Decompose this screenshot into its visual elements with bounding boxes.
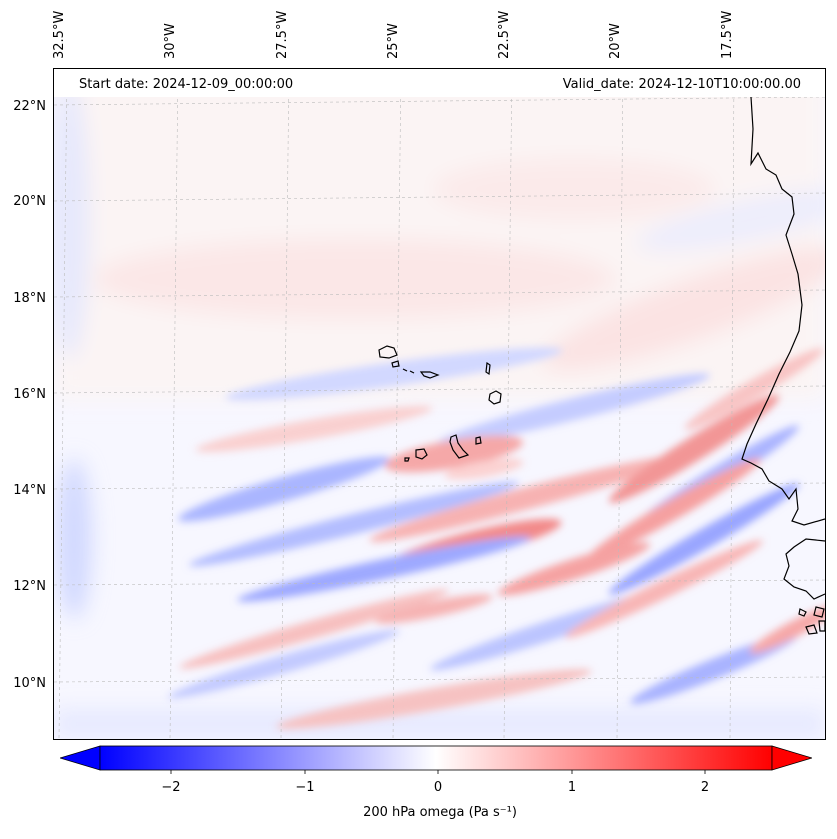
valid-date-label: Valid_date: 2024-12-10T10:00:00.00	[562, 77, 801, 92]
lon-label: 30°W	[163, 23, 178, 59]
colorbar-gradient	[99, 745, 773, 771]
lon-label: 22.5°W	[497, 10, 512, 59]
colorbar-tick-label: 0	[433, 780, 443, 795]
lon-label: 27.5°W	[275, 10, 290, 59]
lat-label: 10°N	[13, 676, 46, 691]
omega-broad-shading	[54, 69, 825, 739]
island-fogo	[415, 448, 428, 460]
lat-label: 18°N	[13, 291, 46, 306]
coastlines	[378, 96, 825, 635]
colorbar	[60, 745, 812, 774]
omega-wave-bands	[168, 347, 825, 729]
map-panel	[53, 68, 826, 740]
island-boa-vista	[488, 390, 502, 405]
lat-label: 12°N	[13, 579, 46, 594]
start-date-label: Start date: 2024-12-09_00:00:00	[79, 77, 294, 92]
lat-label: 20°N	[13, 194, 46, 209]
lon-label: 25°W	[386, 23, 401, 59]
colorbar-tick-label: 2	[700, 780, 710, 795]
colorbar-tick-marks	[170, 770, 706, 774]
lon-label: 17.5°W	[720, 10, 735, 59]
colorbar-label: 200 hPa omega (Pa s⁻¹)	[363, 805, 517, 820]
island-brava	[404, 457, 410, 462]
island-santo-antao	[378, 345, 398, 359]
title-strip	[54, 69, 825, 97]
island-sal	[485, 361, 491, 376]
colorbar-extend-min	[60, 745, 101, 771]
island-maio	[475, 436, 482, 445]
island-sao-nicolau	[419, 371, 440, 379]
lat-label: 22°N	[13, 99, 46, 114]
island-santiago	[449, 434, 470, 459]
colorbar-tick-label: −1	[295, 780, 315, 795]
island-sao-vicente	[391, 360, 400, 368]
bissagos-islands	[798, 606, 825, 635]
africa-coastline-south	[783, 538, 825, 600]
colorbar-tick-label: 1	[567, 780, 577, 795]
graticule	[54, 69, 825, 739]
omega-field-map	[54, 69, 825, 739]
colorbar-tick-label: −2	[161, 780, 181, 795]
lon-label: 20°W	[608, 23, 623, 59]
lat-label: 14°N	[13, 483, 46, 498]
lon-label: 32.5°W	[52, 10, 67, 59]
colorbar-extend-max	[771, 745, 812, 771]
africa-coastline	[741, 96, 825, 526]
lat-label: 16°N	[13, 387, 46, 402]
